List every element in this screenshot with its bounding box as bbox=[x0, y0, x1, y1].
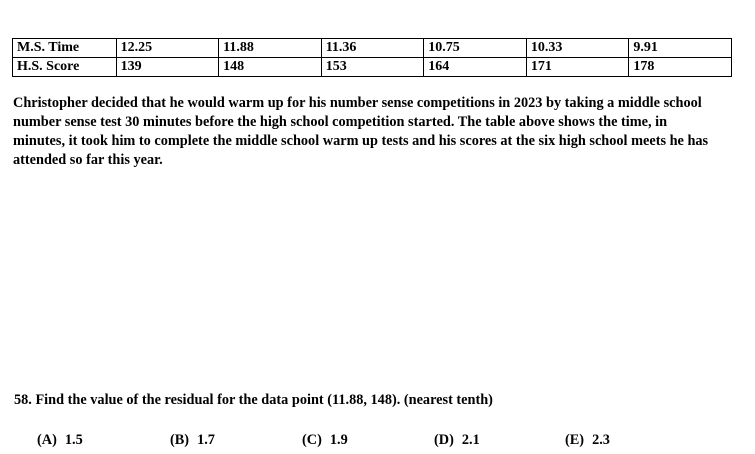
choice-b: (B) 1.7 bbox=[170, 431, 215, 450]
answer-choices: (A) 1.5 (B) 1.7 (C) 1.9 (D) 2.1 (E) 2.3 bbox=[0, 431, 755, 451]
choice-letter: (A) bbox=[37, 432, 57, 448]
choice-letter: (D) bbox=[434, 432, 454, 448]
data-table: M.S. Time 12.25 11.88 11.36 10.75 10.33 … bbox=[12, 38, 732, 77]
choice-e: (E) 2.3 bbox=[565, 431, 610, 450]
choice-letter: (C) bbox=[302, 432, 322, 448]
choice-letter: (E) bbox=[565, 432, 585, 448]
table-cell: 11.88 bbox=[218, 38, 322, 58]
row-header-ms-time: M.S. Time bbox=[12, 38, 117, 58]
choice-a: (A) 1.5 bbox=[37, 431, 83, 450]
choice-value: 2.3 bbox=[592, 432, 610, 448]
row-header-hs-score: H.S. Score bbox=[12, 57, 117, 77]
table-cell: 171 bbox=[525, 57, 630, 77]
choice-value: 1.7 bbox=[197, 432, 215, 448]
choice-value: 1.5 bbox=[64, 432, 83, 448]
table-cell: 148 bbox=[218, 57, 322, 77]
table-cell: 164 bbox=[423, 57, 527, 77]
table-cell: 12.25 bbox=[115, 38, 220, 58]
table-cell: 10.75 bbox=[423, 38, 527, 58]
choice-value: 1.9 bbox=[329, 432, 348, 448]
choice-d: (D) 2.1 bbox=[434, 431, 480, 450]
question-text: Find the value of the residual for the d… bbox=[35, 392, 493, 408]
table-row-hs-score: H.S. Score 139 148 153 164 171 178 bbox=[12, 57, 732, 77]
table-cell: 153 bbox=[320, 57, 425, 77]
table-cell: 10.33 bbox=[525, 38, 630, 58]
question-58: 58. Find the value of the residual for t… bbox=[14, 391, 493, 410]
question-number: 58. bbox=[14, 392, 32, 408]
table-cell: 139 bbox=[115, 57, 220, 77]
problem-passage: Christopher decided that he would warm u… bbox=[13, 95, 709, 168]
table-row-ms-time: M.S. Time 12.25 11.88 11.36 10.75 10.33 … bbox=[12, 38, 732, 58]
choice-letter: (B) bbox=[170, 432, 190, 448]
table-cell: 11.36 bbox=[320, 38, 425, 58]
choice-value: 2.1 bbox=[461, 432, 480, 448]
table-cell: 9.91 bbox=[628, 38, 732, 58]
table-cell: 178 bbox=[628, 57, 732, 77]
choice-c: (C) 1.9 bbox=[302, 431, 348, 450]
